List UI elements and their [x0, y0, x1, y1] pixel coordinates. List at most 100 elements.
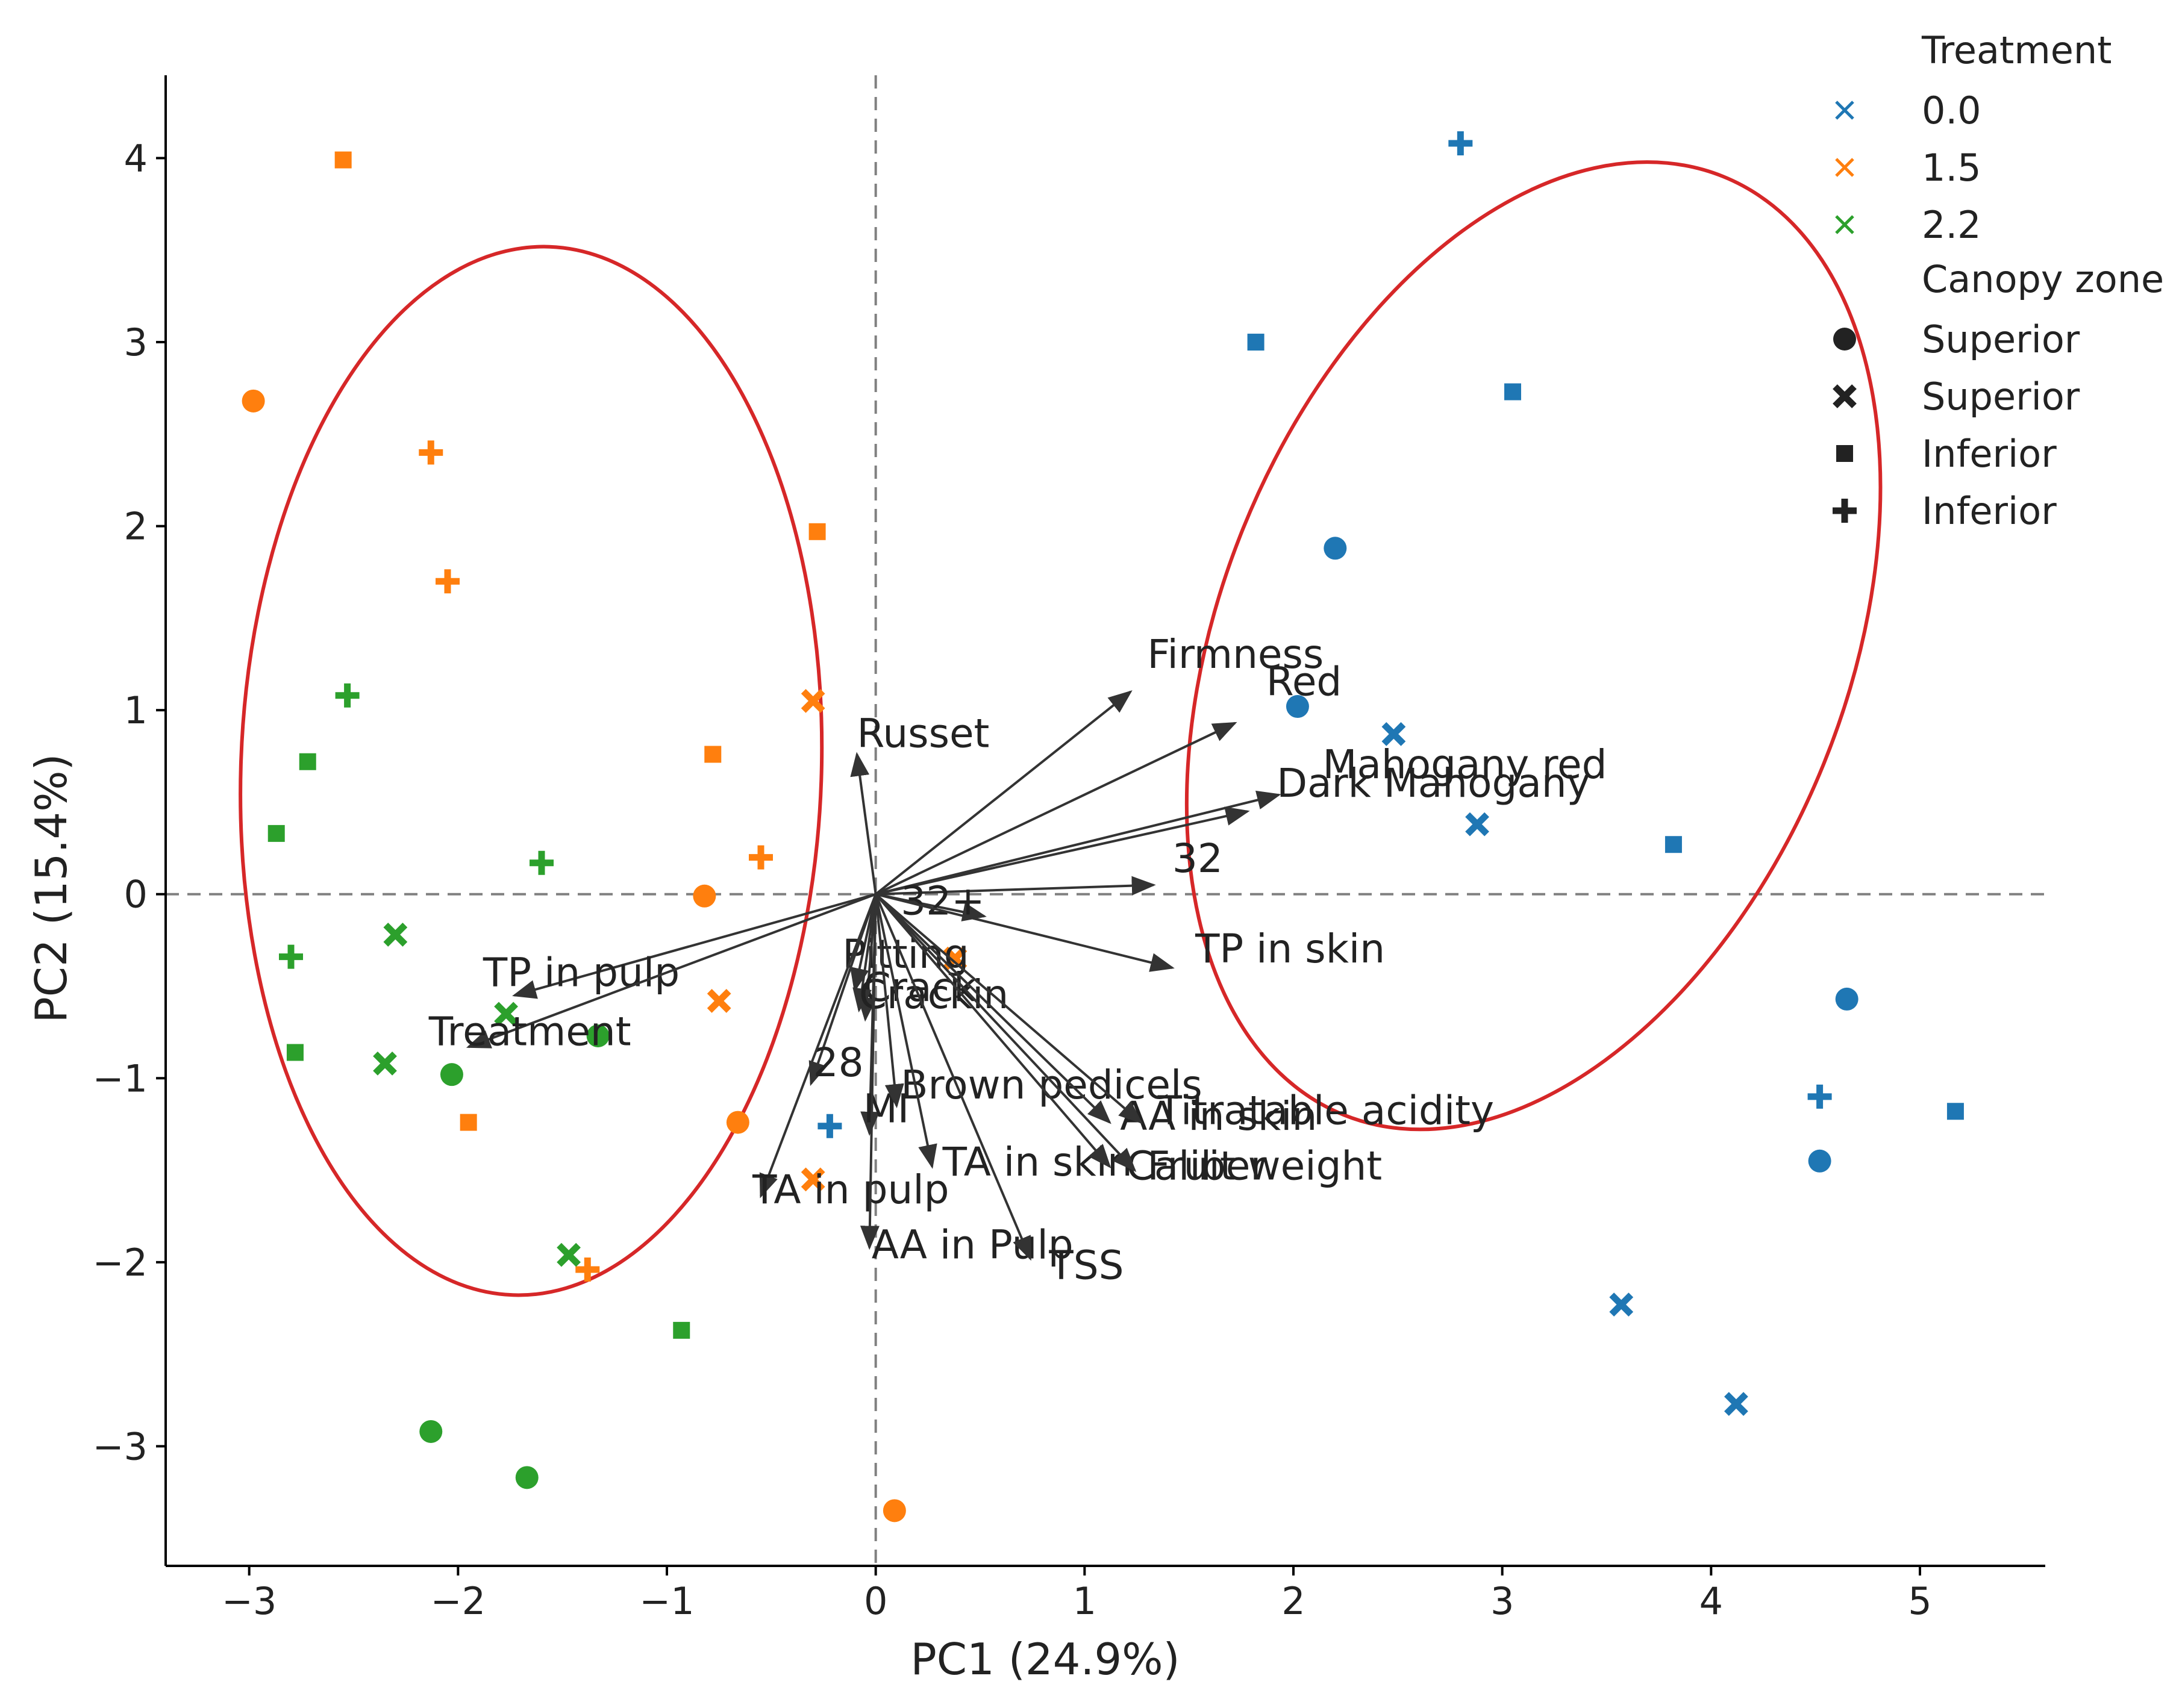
data-point [1381, 722, 1406, 746]
legend-canopy-label: Inferior [1922, 432, 2057, 476]
legend-treatment-title: Treatment [1921, 28, 2112, 72]
x-tick-label: 5 [1908, 1579, 1931, 1623]
data-point [1247, 334, 1264, 351]
x-tick-label: 3 [1490, 1579, 1514, 1623]
data-point [299, 753, 316, 770]
y-axis-title: PC2 (15.4%) [26, 753, 77, 1023]
legend-treatment-marker [1835, 158, 1854, 177]
loading-arrow [875, 690, 1133, 896]
data-point [267, 824, 285, 842]
loading-arrow [874, 894, 904, 1109]
loading-label: Russet [857, 710, 989, 756]
legend-treatment-marker [1835, 101, 1854, 120]
legend-canopy-label: Superior [1922, 317, 2080, 361]
loading-label: AA in skin [1120, 1093, 1317, 1139]
legend-canopy-marker [1836, 445, 1853, 462]
data-point [1807, 1084, 1832, 1109]
data-point [586, 1024, 610, 1047]
legend-treatment-label: 2.2 [1922, 203, 1981, 247]
data-point [707, 989, 731, 1013]
loading-arrow [875, 893, 1111, 1124]
data-point [575, 1258, 600, 1282]
data-point [1448, 131, 1473, 156]
data-point [436, 569, 460, 594]
legend-canopy-marker [1833, 328, 1856, 351]
data-point [335, 683, 360, 708]
data-point [373, 1051, 397, 1076]
loading-label: Caliber [1127, 1142, 1268, 1189]
data-point [1946, 1103, 1964, 1120]
y-tick-label: −2 [93, 1241, 148, 1285]
loading-label: TP in pulp [483, 950, 680, 996]
data-point [673, 1321, 690, 1339]
data-point [808, 523, 826, 540]
data-point [1808, 1149, 1831, 1173]
x-tick-label: −3 [222, 1579, 277, 1623]
data-point [1835, 987, 1858, 1011]
loading-label: Mahogany red [1323, 741, 1607, 788]
loading-arrow [875, 790, 1281, 896]
data-point [1665, 836, 1682, 853]
data-point [801, 689, 825, 713]
legend-canopy-marker [1833, 384, 1857, 408]
loading-label: Dark Mahogany [1277, 760, 1590, 806]
x-tick-label: 2 [1281, 1579, 1305, 1623]
loading-arrow [466, 893, 877, 1049]
loading-label: 32 [1172, 835, 1223, 882]
loading-label: TSS [1048, 1242, 1124, 1288]
legend-treatment-label: 0.0 [1922, 89, 1981, 132]
loading-arrow [875, 893, 1111, 1168]
loading-arrow [852, 894, 877, 1013]
data-point [242, 389, 265, 413]
legend-treatment-label: 1.5 [1922, 146, 1981, 190]
loading-arrow [850, 752, 877, 894]
y-tick-label: 2 [124, 505, 148, 549]
data-point [419, 1420, 443, 1443]
loading-label: Crack [863, 964, 977, 1011]
legend: Treatment Canopy zone 0.0 1.5 2.2 Superior S… [1833, 28, 2164, 533]
x-tick-label: 0 [864, 1579, 887, 1623]
loading-arrow [875, 893, 1137, 1172]
data-point [704, 746, 722, 763]
data-point [383, 923, 408, 947]
loading-label: Fruit weight [1147, 1142, 1382, 1189]
data-point [817, 1114, 842, 1138]
legend-canopy-label: Inferior [1922, 489, 2057, 533]
loading-label: 32+ [901, 877, 984, 924]
x-tick-label: 1 [1073, 1579, 1096, 1623]
data-point [1465, 812, 1489, 837]
data-point [530, 850, 554, 875]
legend-canopy-title: Canopy zone [1922, 257, 2164, 301]
loading-arrow [874, 893, 1032, 1261]
data-point [1609, 1292, 1634, 1317]
loading-label: TA in skin [942, 1139, 1133, 1185]
data-point [494, 1002, 518, 1026]
loading-arrow [875, 893, 1175, 972]
loading-label: Firmness [1147, 631, 1324, 678]
data-point [557, 1242, 581, 1267]
data-point [693, 884, 716, 908]
loading-arrow [759, 894, 877, 1198]
loading-arrow [874, 894, 937, 1169]
loading-label: 28 [813, 1039, 864, 1086]
data-point [1286, 695, 1309, 718]
data-point [883, 1499, 906, 1523]
loading-arrow [875, 876, 1156, 896]
y-tick-label: 0 [124, 873, 148, 917]
loading-arrow [860, 894, 880, 1250]
data-point [801, 1167, 825, 1192]
y-tick-label: 4 [124, 137, 148, 181]
loading-label: TP in skin [1195, 926, 1385, 972]
loading-arrow [875, 806, 1250, 896]
x-axis-title: PC1 (24.9%) [910, 1634, 1180, 1685]
loading-label: Red [1266, 659, 1342, 705]
loading-label: AA in Pulp [872, 1222, 1074, 1268]
legend-canopy-label: Superior [1922, 375, 2080, 419]
loading-label: Titratable acidity [1157, 1088, 1494, 1134]
y-tick-label: −1 [93, 1056, 148, 1100]
loading-label: Treatment [428, 1008, 631, 1055]
data-point [1724, 1392, 1748, 1416]
y-tick-label: −3 [93, 1424, 148, 1468]
